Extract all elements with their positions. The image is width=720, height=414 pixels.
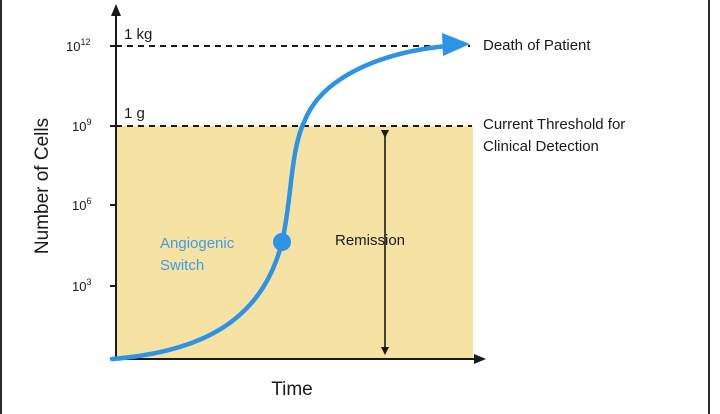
tick-label-1e9: 109	[72, 117, 91, 134]
y-axis-title: Number of Cells	[32, 118, 53, 254]
x-axis-arrowhead	[474, 354, 486, 364]
x-axis-title: Time	[271, 379, 313, 400]
mass-label-kg: 1 kg	[124, 26, 152, 43]
tick-label-1e6: 106	[72, 196, 91, 213]
angiogenic-switch-label: Angiogenic Switch	[160, 235, 238, 274]
death-of-patient-label: Death of Patient	[483, 37, 591, 54]
mass-label-g: 1 g	[124, 105, 145, 122]
y-axis-arrowhead	[111, 4, 121, 16]
detection-threshold-label: Current Threshold for Clinical Detection	[483, 116, 629, 155]
curve-arrowhead	[442, 33, 470, 56]
tick-label-1e3: 103	[72, 277, 91, 294]
tumor-growth-curve	[109, 43, 451, 362]
remission-label: Remission	[335, 232, 405, 249]
tick-label-1e12: 1012	[66, 37, 90, 54]
angiogenic-switch-point	[273, 233, 291, 251]
